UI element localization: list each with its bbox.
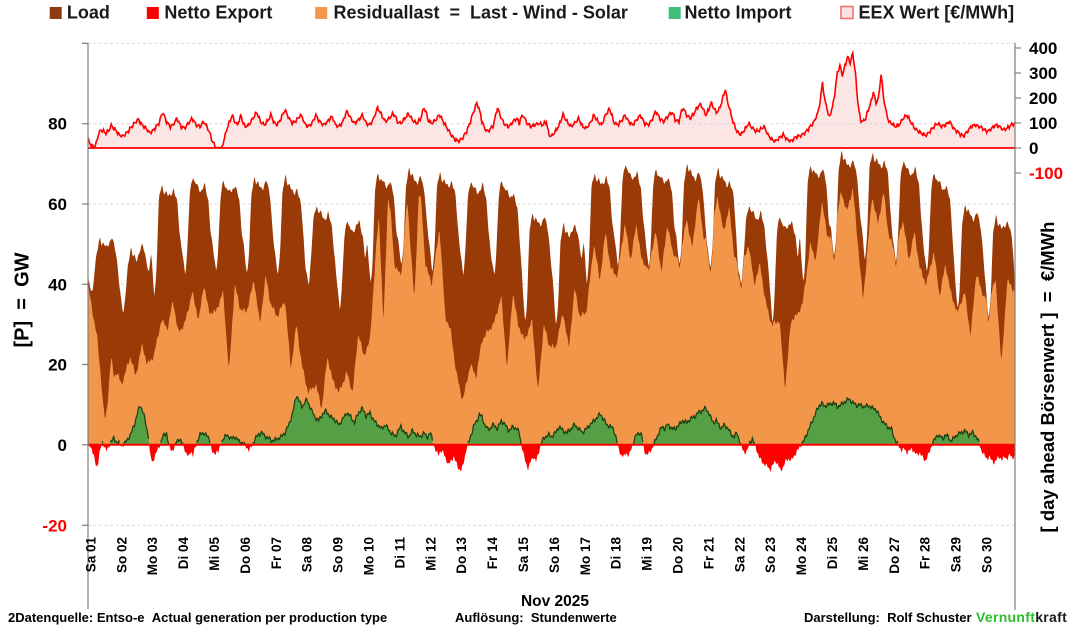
svg-text:So 30: So 30 [980,537,995,573]
svg-text:-100: -100 [1029,164,1063,183]
svg-text:Di 25: Di 25 [825,537,840,570]
svg-text:Do 20: Do 20 [671,537,686,574]
svg-text:Netto Import: Netto Import [685,3,792,23]
svg-text:Sa 15: Sa 15 [516,537,531,573]
svg-text:Darstellung: Rolf Schuster: Darstellung: Rolf Schuster [804,610,972,625]
svg-text:Mi 12: Mi 12 [423,537,438,571]
svg-text:Sa 29: Sa 29 [949,537,964,572]
svg-text:So 09: So 09 [331,537,346,573]
svg-text:400: 400 [1029,39,1057,58]
svg-text:Netto Export: Netto Export [164,3,272,23]
svg-text:Sa 01: Sa 01 [83,537,98,573]
svg-text:Fr 28: Fr 28 [918,537,933,570]
svg-text:Fr 14: Fr 14 [485,537,500,570]
svg-text:Fr 07: Fr 07 [269,537,284,569]
svg-text:20: 20 [48,356,67,375]
svg-text:0: 0 [58,436,67,455]
svg-text:Fr 21: Fr 21 [701,537,716,570]
svg-text:Do 27: Do 27 [887,537,902,574]
svg-text:Mo 10: Mo 10 [362,537,377,575]
svg-text:Di 18: Di 18 [609,537,624,570]
svg-text:Auflösung: Stundenwerte: Auflösung: Stundenwerte [455,610,617,625]
svg-text:Do 06: Do 06 [238,537,253,574]
svg-text:Mo 17: Mo 17 [578,537,593,575]
svg-text:[ day ahead Börsenwert ] = €: [ day ahead Börsenwert ] = €/MWh [1037,222,1058,533]
svg-text:So 16: So 16 [547,537,562,574]
svg-text:Mo 03: Mo 03 [145,537,160,576]
svg-text:Mi 19: Mi 19 [640,537,655,571]
svg-text:Sa 08: Sa 08 [300,537,315,573]
svg-text:Vernunftkraft: Vernunftkraft [976,609,1067,625]
svg-text:2Datenquelle: Entso-e Actual: 2Datenquelle: Entso-e Actual generation … [8,610,387,625]
svg-text:Load: Load [67,3,110,23]
svg-text:So 02: So 02 [114,537,129,573]
svg-text:[P] = GW: [P] = GW [12,252,34,347]
svg-text:100: 100 [1029,114,1057,133]
svg-text:60: 60 [48,195,67,214]
svg-text:300: 300 [1029,64,1057,83]
svg-text:Do 13: Do 13 [454,537,469,574]
svg-text:Nov 2025: Nov 2025 [521,593,589,610]
svg-text:Sa 22: Sa 22 [732,537,747,572]
svg-text:-20: -20 [42,516,67,535]
svg-text:200: 200 [1029,89,1057,108]
svg-text:0: 0 [1029,139,1038,158]
svg-text:Di 11: Di 11 [392,537,407,569]
svg-text:Mi 26: Mi 26 [856,537,871,571]
svg-text:Mo 24: Mo 24 [794,537,809,576]
svg-text:40: 40 [48,275,67,294]
svg-text:Residuallast = Last - Wind -: Residuallast = Last - Wind - Solar [334,3,628,23]
svg-text:EEX Wert [€/MWh]: EEX Wert [€/MWh] [859,3,1015,23]
svg-text:So 23: So 23 [763,537,778,574]
svg-text:Di 04: Di 04 [176,537,191,570]
svg-text:Mi 05: Mi 05 [207,537,222,571]
svg-text:80: 80 [48,115,67,134]
